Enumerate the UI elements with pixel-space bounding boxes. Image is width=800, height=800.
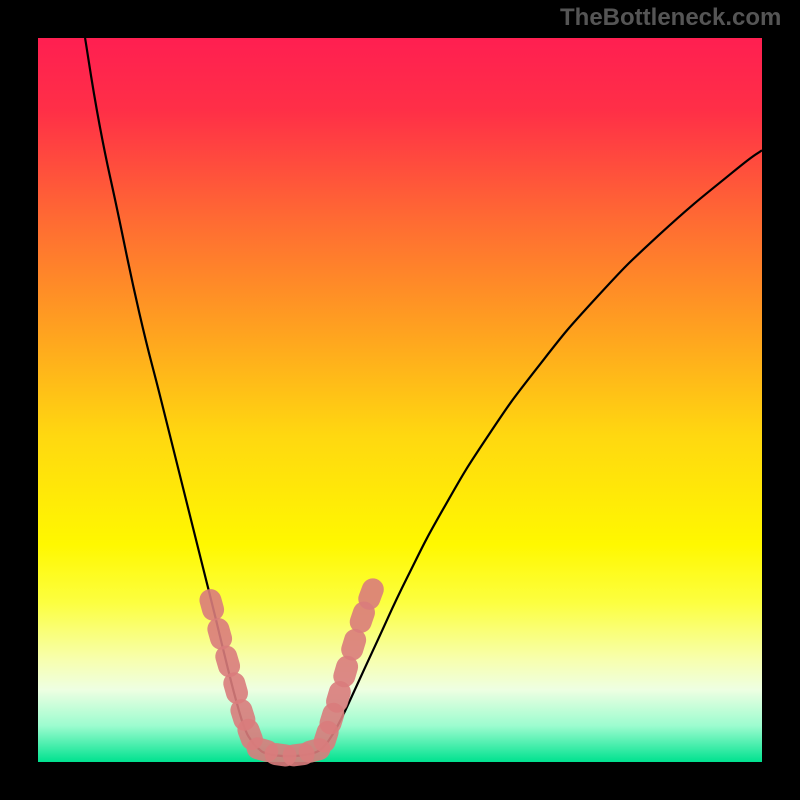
plot-background xyxy=(38,38,762,762)
chart-svg xyxy=(0,0,800,800)
chart-container xyxy=(0,0,800,800)
watermark: TheBottleneck.com xyxy=(560,4,781,32)
